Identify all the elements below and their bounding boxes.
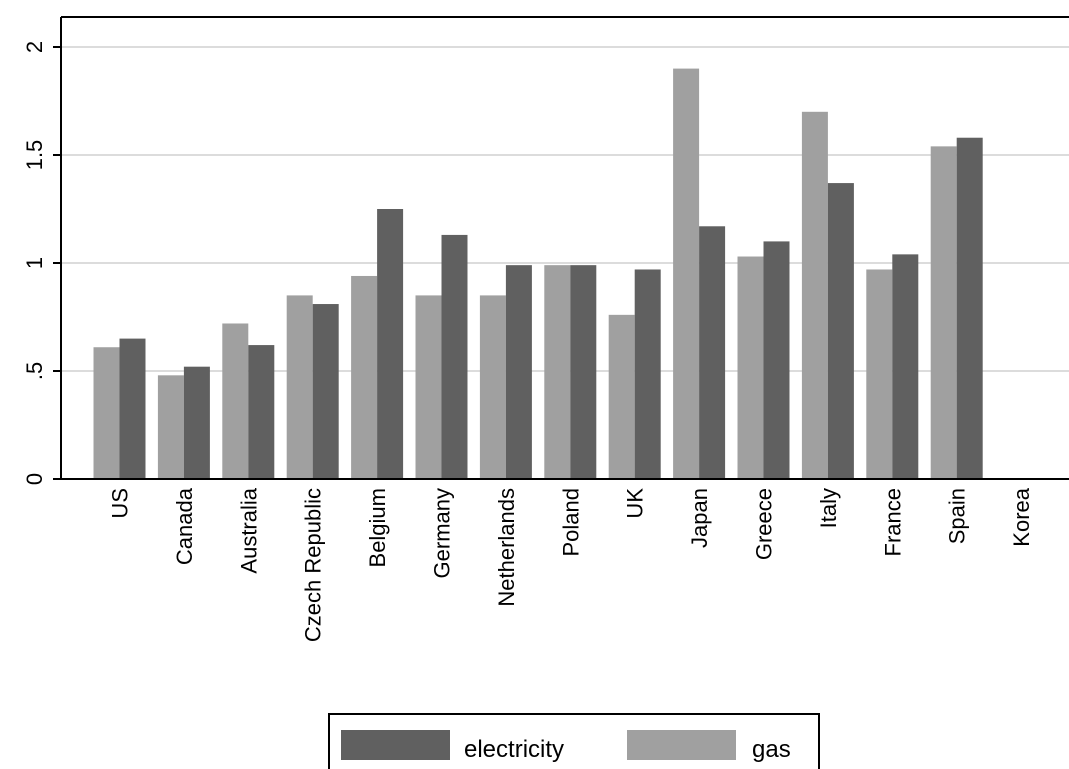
bar-gas (222, 323, 249, 479)
y-tick-label: 0 (22, 473, 47, 485)
y-tick-label: 1 (22, 257, 47, 269)
y-tick-label: .5 (22, 362, 47, 380)
x-tick-label: Australia (236, 487, 261, 573)
x-tick-label: Spain (945, 488, 970, 544)
bar-electricity (183, 366, 210, 479)
y-ticks: 0 .5 1 1.5 2 (22, 41, 61, 485)
bar-gas (157, 375, 184, 479)
x-tick-label: UK (623, 488, 648, 519)
bar-electricity (634, 269, 661, 479)
legend-label-electricity: electricity (464, 736, 564, 763)
bar-electricity (956, 137, 983, 479)
x-tick-label: Belgium (365, 488, 390, 567)
axes (60, 16, 1069, 480)
bar-gas (286, 295, 313, 479)
x-tick-label: US (108, 488, 133, 519)
legend: electricity gas (328, 713, 820, 769)
bars (93, 68, 983, 480)
x-tick-label: Poland (558, 488, 583, 557)
x-tick-label: Czech Republic (301, 488, 326, 642)
x-ticks: US Canada Australia Czech Republic Belgium Ge… (108, 487, 1035, 642)
x-tick-label: Japan (687, 488, 712, 548)
bar-gas (93, 347, 120, 479)
legend-swatch-electricity (341, 730, 450, 760)
bar-electricity (312, 304, 339, 479)
bar-gas (801, 111, 828, 480)
bar-gas (866, 269, 893, 479)
bar-electricity (892, 254, 919, 479)
bar-electricity (570, 265, 597, 479)
x-tick-label: Korea (1009, 487, 1034, 546)
y-tick-label: 2 (22, 41, 47, 53)
x-tick-label: Italy (816, 488, 841, 528)
bar-gas (608, 314, 635, 479)
bar-electricity (505, 265, 532, 479)
bar-gas (737, 256, 764, 479)
bar-electricity (699, 226, 726, 479)
bar-gas (930, 146, 957, 480)
bar-electricity (827, 183, 854, 479)
x-tick-label: France (880, 488, 905, 556)
x-tick-label: Greece (752, 488, 777, 560)
legend-label-gas: gas (752, 736, 791, 763)
bar-gas (351, 275, 378, 479)
bar-electricity (248, 345, 275, 479)
bar-gas (544, 265, 571, 479)
legend-swatch-gas (627, 730, 736, 760)
bar-electricity (441, 234, 468, 479)
bar-gas (415, 295, 442, 479)
bar-electricity (119, 338, 146, 479)
x-tick-label: Germany (430, 488, 455, 578)
bar-gas (479, 295, 506, 479)
bar-electricity (377, 209, 404, 479)
bar-electricity (763, 241, 790, 479)
x-tick-label: Canada (172, 487, 197, 565)
x-tick-label: Netherlands (494, 488, 519, 607)
y-tick-label: 1.5 (22, 140, 47, 171)
bar-gas (673, 68, 700, 479)
